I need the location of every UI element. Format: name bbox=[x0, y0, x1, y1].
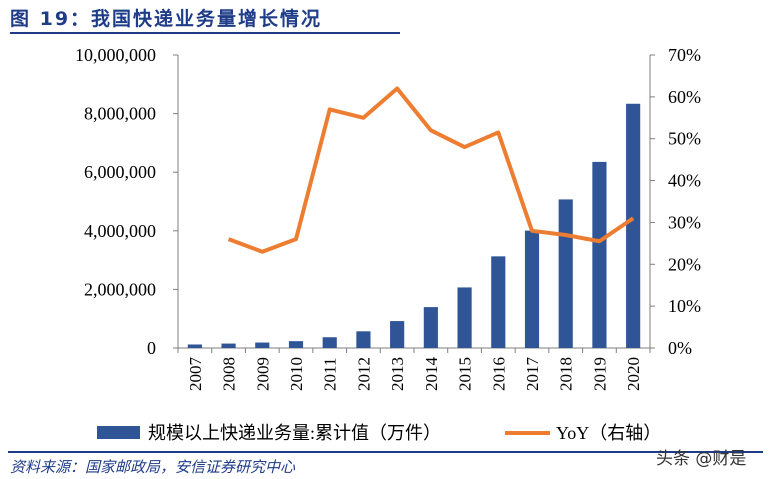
x-tick-label: 2007 bbox=[186, 357, 205, 392]
right-tick-label: 40% bbox=[668, 171, 701, 191]
source-divider bbox=[8, 451, 763, 453]
left-tick-label: 0 bbox=[147, 338, 156, 358]
x-tick-label: 2013 bbox=[388, 357, 407, 391]
right-tick-label: 70% bbox=[668, 45, 701, 65]
bar bbox=[322, 337, 337, 348]
x-tick-label: 2008 bbox=[220, 357, 239, 391]
x-tick-label: 2011 bbox=[321, 358, 340, 391]
right-tick-label: 30% bbox=[668, 212, 701, 232]
figure-title: 图 19：我国快递业务量增长情况 bbox=[10, 8, 323, 30]
x-tick-label: 2012 bbox=[354, 357, 373, 391]
left-tick-label: 6,000,000 bbox=[84, 162, 156, 182]
bar bbox=[255, 342, 270, 348]
x-tick-label: 2019 bbox=[590, 357, 609, 391]
watermark: 头条 @财是 bbox=[656, 449, 747, 469]
left-tick-label: 2,000,000 bbox=[84, 279, 156, 299]
left-tick-label: 10,000,000 bbox=[75, 45, 156, 65]
source-note: 资料来源：国家邮政局，安信证券研究中心 bbox=[10, 458, 296, 476]
bar bbox=[423, 307, 438, 348]
bar bbox=[524, 230, 540, 348]
left-tick-label: 8,000,000 bbox=[84, 104, 156, 124]
bar bbox=[221, 343, 236, 348]
x-tick-label: 2016 bbox=[489, 357, 508, 391]
bar bbox=[457, 287, 472, 348]
bar bbox=[187, 344, 202, 348]
right-tick-label: 60% bbox=[668, 87, 701, 107]
bar bbox=[390, 321, 405, 348]
right-tick-label: 0% bbox=[668, 338, 692, 358]
x-tick-label: 2015 bbox=[456, 357, 475, 391]
legend-label-line: YoY（右轴） bbox=[556, 423, 661, 443]
left-tick-label: 4,000,000 bbox=[84, 221, 156, 241]
bar bbox=[491, 256, 506, 348]
legend-swatch-bars bbox=[97, 426, 140, 439]
x-tick-label: 2017 bbox=[523, 357, 542, 392]
bar bbox=[626, 103, 641, 348]
x-tick-label: 2014 bbox=[422, 357, 441, 392]
bar bbox=[288, 341, 304, 348]
right-tick-label: 50% bbox=[668, 129, 701, 149]
x-tick-label: 2010 bbox=[287, 357, 306, 391]
legend-label-bars: 规模以上快递业务量:累计值（万件） bbox=[148, 423, 441, 443]
x-tick-label: 2009 bbox=[253, 357, 272, 391]
title-divider bbox=[10, 32, 400, 34]
bar bbox=[558, 199, 573, 348]
x-tick-label: 2020 bbox=[624, 357, 643, 391]
bar bbox=[356, 331, 371, 348]
bar bbox=[592, 161, 607, 348]
right-tick-label: 20% bbox=[668, 254, 701, 274]
x-tick-label: 2018 bbox=[557, 357, 576, 391]
right-tick-label: 10% bbox=[668, 296, 701, 316]
